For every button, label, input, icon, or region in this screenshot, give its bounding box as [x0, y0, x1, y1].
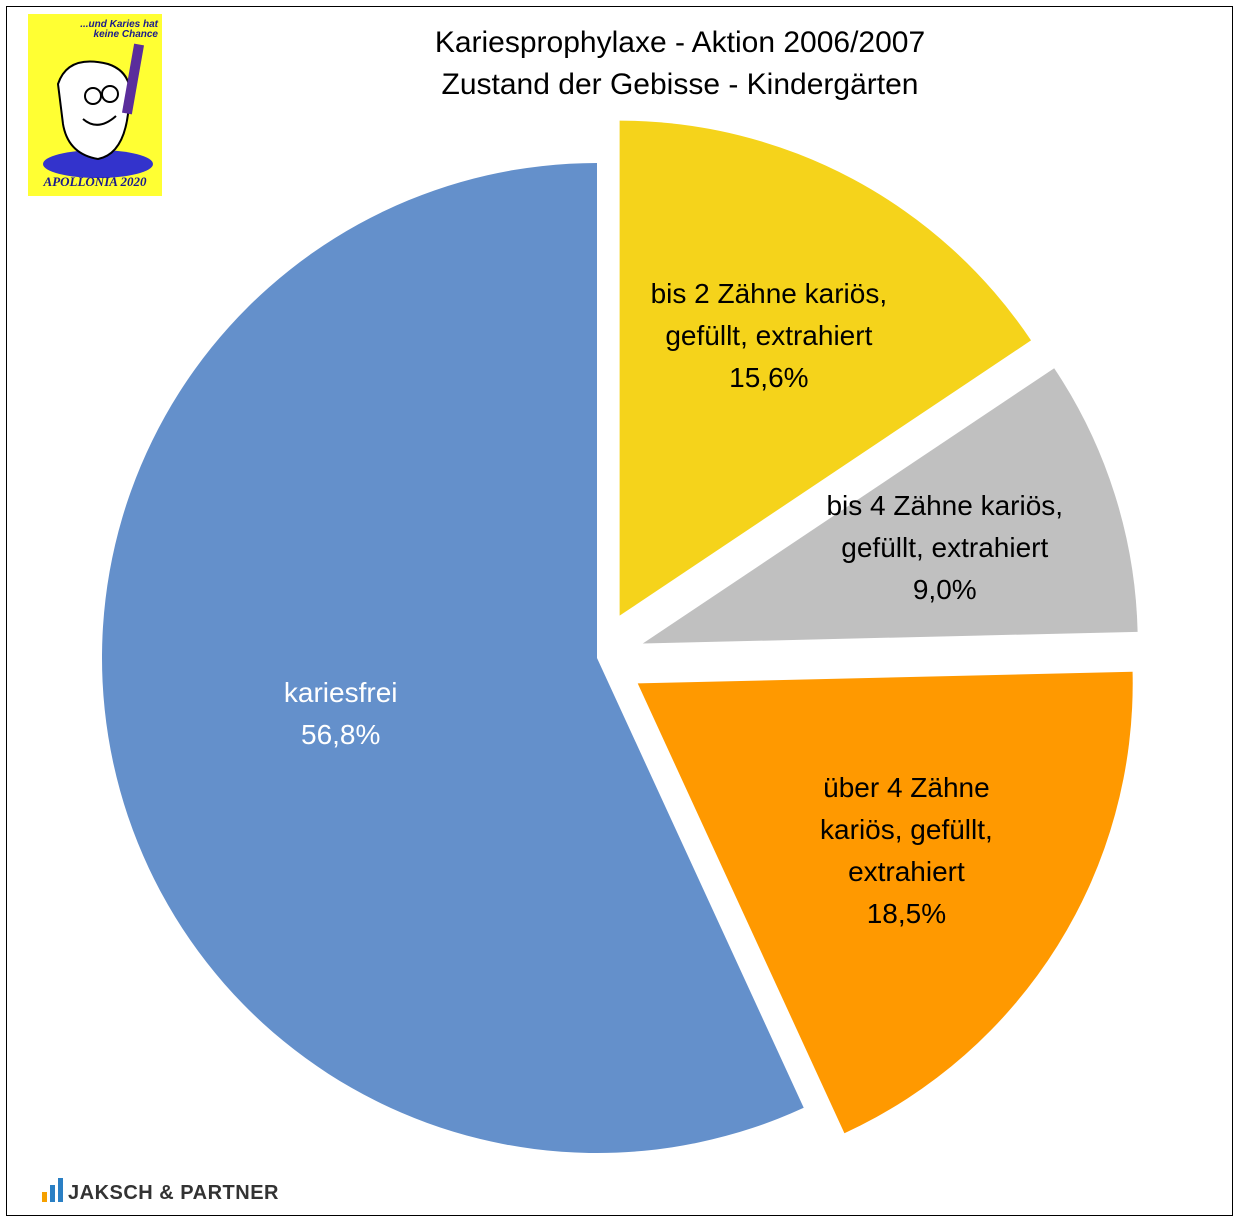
chart-subtitle: Zustand der Gebisse - Kindergärten — [441, 68, 919, 101]
category-label: bis 4 Zähne kariös, gefüllt, extrahiert — [826, 489, 1064, 563]
frame — [6, 6, 1233, 1216]
pie-slice — [102, 163, 804, 1153]
brand-icon — [50, 1185, 55, 1202]
category-label: bis 2 Zähne kariös, gefüllt, extrahiert — [650, 278, 888, 352]
slice-label: bis 2 Zähne kariös, gefüllt, extrahiert 1… — [644, 273, 894, 399]
logo-slogan: ...und Karies hat keine Chance — [80, 19, 158, 40]
logo: ...und Karies hat keine Chance APOLLONIA… — [28, 14, 162, 196]
chart-title: Kariesprophylaxe - Aktion 2006/2007 — [434, 26, 926, 59]
slice-label: kariesfrei 56,8% — [216, 672, 466, 756]
brand-icon — [42, 1192, 47, 1202]
slice-label: über 4 Zähne kariös, gefüllt, extrahiert… — [781, 767, 1031, 935]
value-label: 18,5% — [866, 898, 947, 930]
value-label: 56,8% — [301, 719, 381, 751]
logo-art — [43, 43, 153, 178]
category-label: über 4 Zähne kariös, gefüllt, extrahiert — [820, 772, 993, 888]
footer-brand: JAKSCH & PARTNER — [68, 1182, 279, 1204]
value-label: 9,0% — [912, 573, 977, 605]
pie-slice — [642, 368, 1138, 644]
pie-slice — [637, 671, 1133, 1134]
slice-label: bis 4 Zähne kariös, gefüllt, extrahiert 9… — [820, 485, 1070, 611]
brand-icon — [58, 1178, 63, 1202]
logo-name: APOLLONIA 2020 — [43, 174, 147, 189]
pie-slice — [619, 120, 1032, 616]
value-label: 15,6% — [729, 362, 809, 394]
category-label: kariesfrei — [283, 677, 398, 709]
